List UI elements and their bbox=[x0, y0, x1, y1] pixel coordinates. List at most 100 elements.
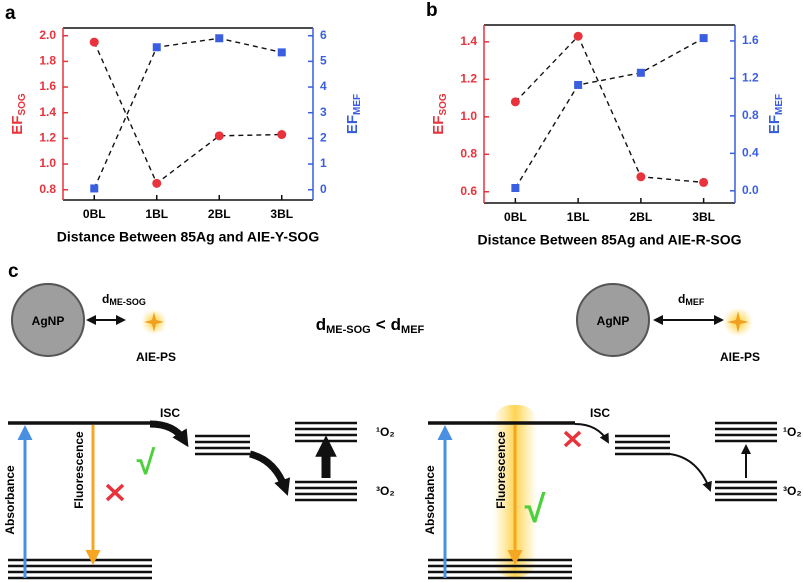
s0-levels bbox=[428, 558, 572, 580]
check: √ bbox=[137, 444, 156, 482]
t1-levels bbox=[195, 434, 250, 456]
y-tick-label: 2.0 bbox=[39, 28, 56, 42]
symbol: d bbox=[102, 292, 109, 306]
y2-tick-label: 0.4 bbox=[742, 146, 759, 160]
nanoparticle bbox=[11, 283, 85, 357]
data-point bbox=[573, 31, 583, 41]
particle-label: AgNP bbox=[597, 314, 630, 328]
data-point bbox=[215, 34, 224, 43]
y2-tick-label: 0.8 bbox=[742, 108, 759, 122]
cross bbox=[105, 483, 125, 502]
check: √ bbox=[525, 489, 546, 531]
subscript: MEF bbox=[774, 94, 785, 115]
ps-star bbox=[144, 312, 164, 332]
data-point bbox=[699, 177, 709, 187]
series-line bbox=[93, 41, 282, 185]
x-tick-label: 1BL bbox=[567, 210, 590, 224]
y-tick-label: 1.6 bbox=[39, 79, 56, 93]
x-tick-label: 2BL bbox=[630, 210, 653, 224]
y-tick-label: 1.4 bbox=[460, 34, 477, 48]
x-tick-label: 0BL bbox=[83, 207, 106, 221]
y-tick-label: 1.0 bbox=[39, 156, 56, 170]
y-tick-label: 1.2 bbox=[460, 72, 477, 86]
isc-label: ISC bbox=[590, 406, 610, 420]
symbol: d bbox=[316, 315, 326, 334]
y2-axis-title: EFMEF bbox=[766, 94, 785, 134]
scheme-right: AgNP dMEF AIE-PS Absorbance Fluorescence… bbox=[423, 283, 802, 580]
absorbance-label: Absorbance bbox=[3, 465, 17, 535]
y2-tick-label: 6 bbox=[320, 28, 327, 42]
symbol: d bbox=[678, 292, 685, 306]
y-axis-title: EFSOG bbox=[9, 93, 28, 135]
panel-label: b bbox=[426, 0, 438, 21]
t1-levels bbox=[615, 434, 670, 456]
ps-star bbox=[727, 311, 749, 333]
y-tick-label: 0.8 bbox=[39, 182, 56, 196]
ps-label: AIE-PS bbox=[720, 350, 760, 364]
y2-tick-label: 0.0 bbox=[742, 183, 759, 197]
y2-tick-label: 2 bbox=[320, 131, 327, 145]
isc-arrow bbox=[574, 423, 609, 444]
data-point bbox=[152, 43, 161, 52]
series-line bbox=[514, 35, 704, 184]
energy-transfer-arrow bbox=[249, 450, 291, 496]
data-point bbox=[277, 48, 286, 57]
x-tick-label: 0BL bbox=[504, 210, 527, 224]
data-point bbox=[574, 80, 583, 89]
panel-label: a bbox=[5, 3, 16, 24]
x-tick-label: 3BL bbox=[692, 210, 715, 224]
symbol: EF bbox=[430, 116, 447, 135]
data-point bbox=[90, 184, 99, 193]
y-tick-label: 0.8 bbox=[460, 146, 477, 160]
y2-tick-label: 4 bbox=[320, 79, 327, 93]
symbol: EF bbox=[9, 116, 26, 135]
absorbance-label: Absorbance bbox=[423, 465, 437, 535]
distance-label: dMEF bbox=[678, 292, 705, 307]
series-line bbox=[93, 37, 282, 189]
nanoparticle bbox=[576, 283, 650, 357]
triplet-levels bbox=[295, 480, 357, 502]
distance-label: dME-SOG bbox=[102, 292, 146, 307]
data-point bbox=[277, 130, 287, 140]
isc-label: ISC bbox=[160, 406, 180, 420]
y2-tick-label: 5 bbox=[320, 54, 327, 68]
y-tick-label: 1.2 bbox=[39, 131, 56, 145]
data-point bbox=[699, 34, 708, 43]
s0-levels bbox=[8, 558, 152, 580]
subscript: MEF bbox=[401, 324, 425, 336]
y2-tick-label: 1.6 bbox=[742, 33, 759, 47]
singlet-label: ¹O₂ bbox=[783, 425, 802, 439]
x-tick-label: 2BL bbox=[208, 207, 231, 221]
y-tick-label: 1.8 bbox=[39, 54, 56, 68]
y-tick-label: 1.0 bbox=[460, 109, 477, 123]
singlet-levels bbox=[295, 421, 357, 443]
isc-arrow bbox=[149, 420, 189, 448]
x-tick-label: 1BL bbox=[145, 207, 168, 221]
data-point bbox=[636, 172, 646, 182]
subscript: SOG bbox=[17, 93, 28, 115]
data-point bbox=[214, 131, 224, 141]
x-axis-title: Distance Between 85Ag and AIE-R-SOG bbox=[478, 232, 742, 248]
triplet-label: ³O₂ bbox=[783, 484, 802, 498]
energy-transfer-arrow bbox=[669, 453, 712, 492]
panel-c: c dME-SOG < dMEF AgNP dME-SOG AIE-PS Absor… bbox=[3, 261, 802, 580]
x-axis-title: Distance Between 85Ag and AIE-Y-SOG bbox=[57, 229, 320, 245]
y-tick-label: 0.6 bbox=[460, 184, 477, 198]
subscript: ME-SOG bbox=[109, 297, 146, 307]
triplet-levels bbox=[715, 480, 777, 502]
subscript: MEF bbox=[352, 94, 363, 115]
y2-tick-label: 0 bbox=[320, 182, 327, 196]
data-point bbox=[511, 184, 520, 193]
comparison: dME-SOG < dMEF bbox=[316, 315, 425, 335]
y2-tick-label: 1.2 bbox=[742, 71, 759, 85]
triplet-label: ³O₂ bbox=[376, 484, 395, 498]
fluorescence-label: Fluorescence bbox=[72, 431, 86, 509]
cross bbox=[563, 430, 582, 448]
y2-axis-title: EFMEF bbox=[344, 94, 363, 134]
subscript: MEF bbox=[685, 297, 705, 307]
ps-label: AIE-PS bbox=[136, 350, 176, 364]
x-tick-label: 3BL bbox=[270, 207, 293, 221]
series-line bbox=[514, 37, 704, 189]
singlet-label: ¹O₂ bbox=[376, 425, 395, 439]
